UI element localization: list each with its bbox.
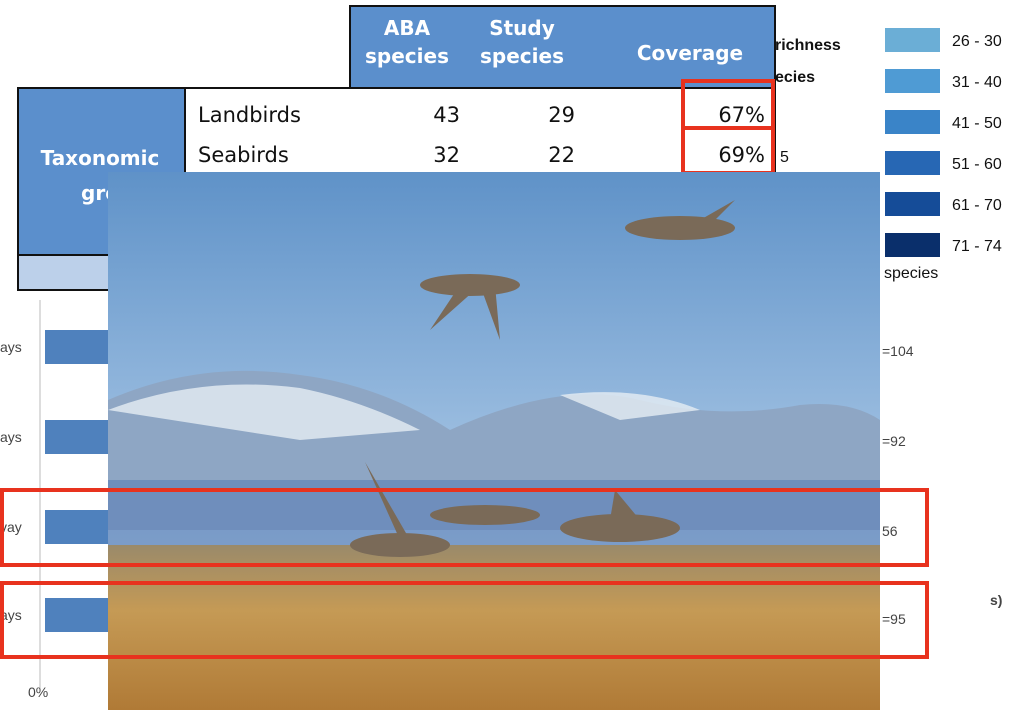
table-cell: 43 — [433, 103, 460, 127]
duck — [430, 505, 540, 525]
bar-label: 56 — [882, 523, 898, 539]
duck — [625, 216, 735, 240]
bar — [45, 330, 115, 364]
legend-label: 51 - 60 — [952, 156, 1002, 173]
legend-swatch — [885, 233, 940, 257]
field — [108, 545, 880, 710]
x-tick-label: 0% — [28, 684, 48, 700]
bar — [45, 420, 115, 454]
legend-label: 41 - 50 — [952, 115, 1002, 132]
table-cell: Seabirds — [198, 143, 289, 167]
axis-fragment: s) — [990, 592, 1002, 608]
group-label: Taxonomic — [41, 146, 160, 170]
header-text: species — [480, 44, 564, 68]
table-cell: 69% — [718, 143, 765, 167]
category-label: ays — [0, 429, 22, 445]
bar-label: =95 — [882, 611, 906, 627]
legend-label: 61 - 70 — [952, 197, 1002, 214]
category-label: ays — [0, 339, 22, 355]
bar — [45, 510, 115, 544]
duck-photo — [108, 172, 880, 710]
legend-label: 31 - 40 — [952, 74, 1002, 91]
legend-swatch — [885, 69, 940, 93]
legend-fragment: 5 — [780, 149, 789, 166]
header-text: Study — [489, 16, 555, 40]
legend-label: 71 - 74 — [952, 238, 1002, 255]
table-cell: 22 — [548, 143, 575, 167]
legend-swatch — [885, 151, 940, 175]
legend-title: richness — [775, 37, 841, 54]
legend-label: 26 - 30 — [952, 33, 1002, 50]
legend-fragment: species — [884, 265, 938, 282]
header-text: ABA — [384, 16, 431, 40]
bar-label: =104 — [882, 343, 914, 359]
table-cell: 29 — [548, 103, 575, 127]
table-cell: Landbirds — [198, 103, 301, 127]
table-cell: 32 — [433, 143, 460, 167]
bar — [45, 598, 115, 632]
legend-swatch — [885, 192, 940, 216]
legend-swatch — [885, 110, 940, 134]
bar-label: =92 — [882, 433, 906, 449]
slide-collage: ABA species Study species Coverage Taxonom… — [0, 0, 1025, 710]
legend-swatch — [885, 28, 940, 52]
table-cell: 67% — [718, 103, 765, 127]
header-cell: Coverage — [637, 41, 743, 65]
header-text: species — [365, 44, 449, 68]
legend-title: ecies — [775, 69, 815, 86]
